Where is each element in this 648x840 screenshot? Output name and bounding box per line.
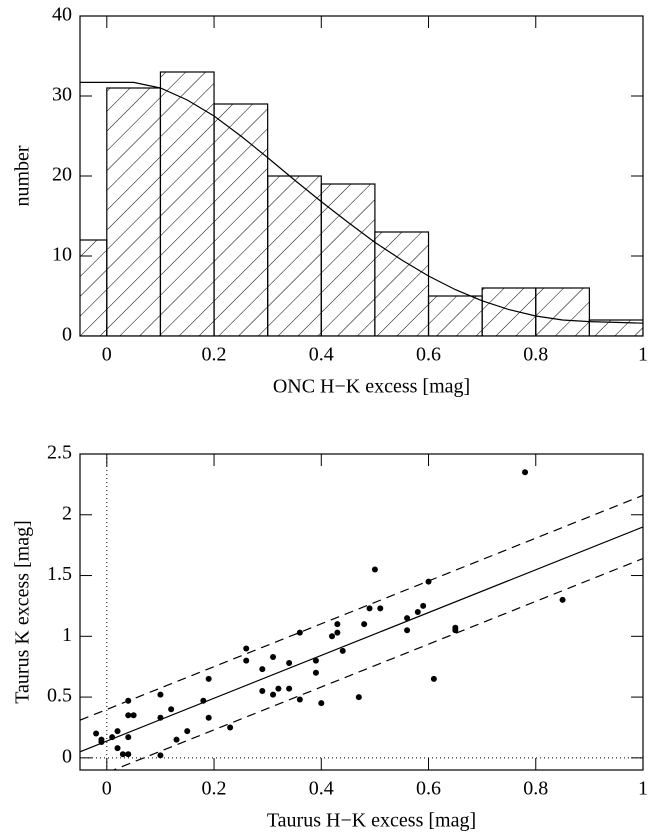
axes-frame [79,453,644,771]
data-point [286,660,293,667]
data-point [200,697,207,704]
data-point [420,602,427,609]
histogram-bar [106,87,162,336]
x-tick-label: 0.6 [416,778,441,800]
y-tick-label: 1.5 [47,563,72,585]
histogram-bar [374,231,430,336]
data-point [205,675,212,682]
data-point [243,645,250,652]
data-point [259,666,266,673]
histogram-bar [267,175,322,336]
plot-area [80,71,643,336]
y-tick-label: 40 [52,4,72,26]
data-point [425,578,432,585]
data-point [296,629,303,636]
y-tick-label: 1 [62,624,72,646]
histogram-bar [159,71,215,336]
y-tick-label: 2 [62,502,72,524]
data-point [286,685,293,692]
data-point [157,714,164,721]
model-curve [80,81,643,324]
x-tick-label: 0.8 [523,344,548,366]
x-tick-label: 1 [638,778,648,800]
data-point [334,629,341,636]
histogram-bar [213,103,269,336]
data-point [522,469,529,476]
histogram-bar [535,287,590,336]
x-tick-label: 0.6 [416,344,441,366]
data-point [125,697,132,704]
data-point [205,714,212,721]
x-tick-label: 0 [102,344,112,366]
data-point [119,751,126,758]
y-tick-label: 0 [62,324,72,346]
x-tick-label: 0.4 [309,778,334,800]
plot-area [80,454,643,770]
data-point [339,647,346,654]
data-point [125,712,132,719]
histogram-bar [481,287,537,336]
data-point [334,621,341,628]
data-point [404,627,411,634]
data-point [114,745,121,752]
x-axis-label: Taurus H−K excess [mag] [267,810,476,832]
x-tick-label: 0.4 [309,344,334,366]
x-tick-label: 0.2 [202,344,227,366]
data-point [329,633,336,640]
data-point [371,566,378,573]
data-point [125,751,132,758]
histogram-bar [427,295,483,336]
x-tick-label: 0 [102,778,112,800]
data-point [318,700,325,707]
data-point [184,728,191,735]
data-point [270,653,277,660]
data-point [227,724,234,731]
x-tick-label: 0.2 [202,778,227,800]
x-tick-label: 1 [638,344,648,366]
data-point [361,621,368,628]
data-point [452,624,459,631]
histogram-bar [588,319,643,336]
data-point [559,596,566,603]
data-point [414,609,421,615]
y-tick-label: 30 [52,84,72,106]
data-point [243,657,250,664]
y-tick-label: 10 [52,244,72,266]
y-tick-label: 2.5 [47,442,72,464]
y-tick-label: 0 [62,745,72,767]
data-point [114,728,121,735]
histogram-bar [320,183,376,336]
data-point [312,669,319,676]
data-point [157,691,164,698]
data-point [404,615,411,622]
y-axis-label: Taurus K excess [mag] [12,520,34,704]
data-point [130,712,137,719]
data-point [98,739,105,746]
data-point [296,696,303,703]
data-point [430,675,437,682]
data-point [275,685,282,692]
y-axis-label: number [12,145,34,206]
data-point [259,688,266,694]
fit-line [80,494,643,721]
data-point [125,734,132,741]
data-point [157,752,164,759]
data-point [168,706,175,713]
data-point [93,730,100,737]
data-point [366,605,373,612]
data-point [355,694,362,701]
data-point [109,734,116,741]
data-point [312,657,319,664]
y-tick-label: 0.5 [47,685,72,707]
y-tick-label: 20 [52,164,72,186]
data-point [270,691,277,698]
data-point [173,736,180,743]
fit-line [111,557,643,770]
fit-line [80,526,643,753]
x-tick-label: 0.8 [523,778,548,800]
x-axis-label: ONC H−K excess [mag] [273,376,470,398]
data-point [377,605,384,612]
